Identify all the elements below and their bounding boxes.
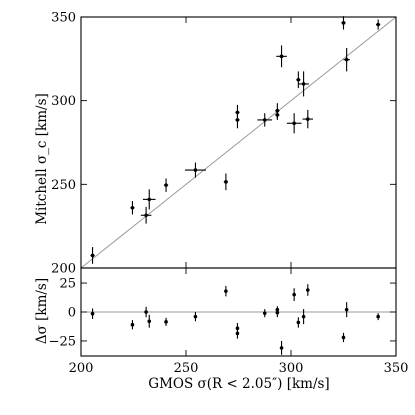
top-y-tick-label: 200 [51,262,76,277]
bottom-point-13 [292,288,296,301]
bottom-y-tick-label: 0 [68,306,76,321]
bottom-point-17 [341,332,346,343]
bottom-data-point [279,346,284,350]
bottom-x-tick-label: 250 [174,361,199,376]
top-y-tick-label: 300 [51,94,76,109]
bottom-x-tick-label: 200 [69,361,94,376]
top-point-8 [235,104,240,120]
top-panel-scatter: 200 250 300 350 [51,11,397,277]
bottom-data-point [296,320,301,325]
top-data-point [130,205,135,210]
top-one-to-one-line [80,16,397,269]
top-data-point [224,180,228,184]
bottom-point-19 [376,313,380,321]
bottom-point-16 [306,284,310,296]
bottom-data-point [147,319,152,324]
bottom-data-point [224,289,228,293]
bottom-data-point [90,311,95,316]
bottom-point-12 [279,340,284,355]
top-data-point [341,21,346,25]
top-point-6 [223,173,228,191]
bottom-data-point [292,292,296,297]
top-data-point [292,121,296,126]
top-data-point [296,77,301,82]
bottom-data-point [164,320,168,324]
bottom-point-4 [164,317,168,326]
bottom-y-axis-label: Δσ [km/s] [34,278,50,344]
bottom-point-11 [275,307,280,318]
bottom-data-point [193,314,198,319]
top-point-18 [343,47,350,72]
top-point-0 [90,247,95,264]
bottom-point-0 [90,308,95,319]
top-data-point [301,82,306,86]
top-point-14 [296,71,301,89]
top-point-1 [130,201,135,215]
top-point-17 [341,16,346,30]
top-point-3 [142,189,156,210]
bottom-point-3 [147,314,152,328]
top-data-point [279,54,284,59]
top-y-tick-label: 250 [51,178,76,193]
top-point-12 [276,45,287,68]
bottom-data-point [301,314,306,319]
bottom-point-6 [224,285,228,297]
bottom-point-8 [235,328,240,339]
top-data-point [376,22,380,27]
bottom-panel-residuals: 200 250 300 350 −25 0 25 [49,267,409,376]
bottom-data-point [275,310,280,315]
top-point-13 [286,113,302,134]
bottom-point-14 [296,317,301,328]
top-point-9 [257,113,273,127]
bottom-data-point [344,307,349,312]
top-data-point [275,108,280,113]
bottom-data-point [341,335,346,340]
bottom-data-point [130,322,135,327]
bottom-data-point [376,314,380,319]
top-data-point [90,253,95,258]
top-point-19 [376,19,381,30]
bottom-point-2 [144,306,148,318]
top-data-point [144,213,148,218]
top-point-4 [163,178,169,192]
top-point-15 [298,71,309,97]
top-y-tick-label: 350 [51,11,76,26]
top-point-5 [184,162,206,178]
bottom-data-point [235,331,240,336]
bottom-point-9 [262,309,267,318]
bottom-data-point [262,311,267,315]
bottom-point-5 [193,312,198,322]
top-point-2 [140,206,152,224]
top-data-point [344,57,349,62]
bottom-point-15 [301,309,306,325]
bottom-data-point [144,310,148,314]
bottom-y-tick-label: −25 [49,334,76,349]
top-data-point [306,117,310,121]
top-data-point [164,183,168,187]
top-point-11 [275,103,280,119]
top-data-point [147,197,152,202]
top-y-axis-label: Mitchell σ_c [km/s] [34,93,50,225]
top-point-16 [302,109,314,129]
bottom-point-1 [130,320,135,330]
bottom-x-tick-label: 300 [279,361,304,376]
x-axis-label: GMOS σ(R < 2.05″) [km/s] [148,376,329,392]
top-data-point [235,110,240,115]
bottom-x-tick-label: 350 [384,361,409,376]
top-data-point [262,118,267,122]
top-data-point [193,168,198,172]
bottom-point-18 [344,302,349,318]
bottom-data-point [306,288,310,292]
bottom-y-tick-label: 25 [59,277,76,292]
